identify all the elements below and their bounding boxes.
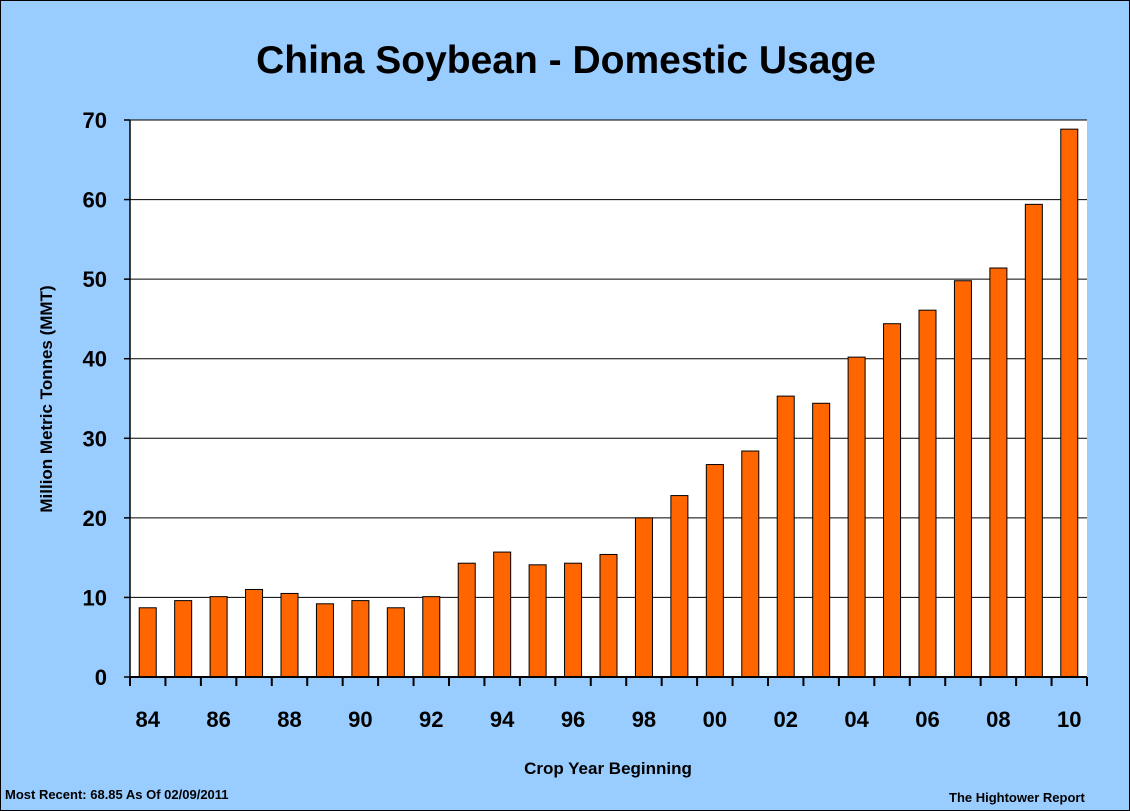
y-tick-label: 40 [83,347,107,372]
x-tick-label: 04 [844,707,869,732]
y-tick-labels: 0 10 20 30 40 50 60 70 [83,108,107,690]
x-tick-label: 00 [703,707,727,732]
bar-00 [705,464,724,678]
x-tick-label: 02 [773,707,797,732]
bar-97 [599,553,618,678]
x-tick-label: 06 [915,707,939,732]
bar-87 [245,588,264,678]
bar-94 [493,551,512,678]
x-tick-label: 10 [1057,707,1081,732]
bar-08 [989,267,1008,678]
y-tick-label: 50 [83,267,107,292]
bar-95 [528,564,547,678]
x-tick-label: 96 [561,707,585,732]
bar-02 [776,395,795,678]
bar-90 [351,600,370,678]
bar-10 [1060,128,1079,678]
most-recent-note: Most Recent: 68.85 As Of 02/09/2011 [5,787,229,802]
x-tick-label: 98 [632,707,656,732]
bars [138,128,1079,678]
bar-09 [1024,203,1043,678]
y-tick-label: 30 [83,426,107,451]
axes [124,119,1088,686]
bar-01 [741,450,760,678]
bar-89 [315,603,334,678]
x-tick-label: 86 [206,707,230,732]
bar-92 [422,596,441,678]
x-tick-label: 84 [135,707,160,732]
bar-04 [847,356,866,678]
bar-96 [564,562,583,678]
bar-07 [953,280,972,678]
bar-98 [634,517,653,678]
bar-84 [138,607,157,678]
x-tick-label: 94 [490,707,515,732]
bar-03 [812,402,831,678]
y-tick-label: 60 [83,188,107,213]
y-axis-label: Million Metric Tonnes (MMT) [37,285,56,512]
y-tick-label: 0 [95,665,107,690]
chart-title: China Soybean - Domestic Usage [256,39,876,82]
x-axis-label: Crop Year Beginning [524,759,692,778]
y-tick-label: 20 [83,506,107,531]
bar-05 [883,323,902,678]
x-tick-labels: 84 86 88 90 92 94 96 98 00 02 04 06 08 10 [135,707,1081,732]
bar-88 [280,592,299,678]
x-tick-label: 90 [348,707,372,732]
bar-06 [918,309,937,678]
y-tick-label: 70 [83,108,107,133]
bar-85 [174,600,193,678]
source-credit: The Hightower Report [949,790,1085,805]
x-tick-label: 08 [986,707,1010,732]
bar-86 [209,596,228,678]
x-tick-label: 92 [419,707,443,732]
x-tick-label: 88 [277,707,301,732]
bar-93 [457,562,476,678]
bar-91 [386,607,405,678]
bar-99 [670,495,689,678]
y-tick-label: 10 [83,585,107,610]
